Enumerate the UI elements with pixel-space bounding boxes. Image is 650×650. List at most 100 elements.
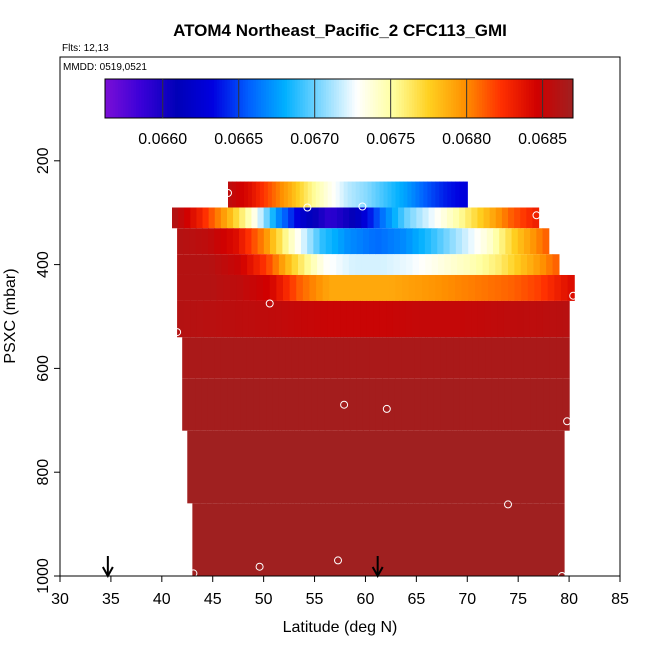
heatmap-cell-2-19	[294, 228, 302, 255]
heatmap-cell-1-46	[453, 207, 460, 229]
heatmap-cell-0-35	[367, 181, 373, 208]
heatmap-cell-0-22	[315, 181, 321, 208]
heatmap-cell-2-23	[319, 228, 327, 255]
colorbar-swatch-19	[154, 79, 158, 118]
colorbar-swatch-99	[362, 79, 366, 118]
heatmap-cell-7-31	[382, 378, 390, 431]
sample-point-1	[224, 189, 232, 197]
heatmap-cell-1-39	[410, 207, 417, 229]
colorbar-swatch-147	[487, 79, 491, 118]
heatmap-cell-3-32	[380, 254, 388, 275]
heatmap-cell-6-9	[240, 337, 248, 379]
heatmap-cell-7-23	[330, 378, 338, 431]
heatmap-cell-7-2	[195, 378, 203, 431]
heatmap-cell-5-36	[412, 300, 420, 338]
colorbar-swatch-65	[274, 79, 278, 118]
colorbar-swatch-176	[562, 79, 566, 118]
colorbar-swatch-85	[326, 79, 330, 118]
colorbar-swatch-145	[482, 79, 486, 118]
colorbar-swatch-178	[567, 79, 571, 118]
heatmap-cell-8-25	[344, 430, 352, 504]
heatmap-cell-3-26	[342, 254, 350, 275]
colorbar-swatch-155	[508, 79, 512, 118]
heatmap-cell-8-37	[419, 430, 427, 504]
heatmap-cell-9-36	[415, 503, 423, 576]
colorbar-swatch-81	[315, 79, 319, 118]
heatmap-cell-2-28	[350, 228, 358, 255]
colorbar-swatch-87	[331, 79, 335, 118]
heatmap-cell-3-29	[361, 254, 369, 275]
heatmap-cell-3-27	[348, 254, 356, 275]
colorbar-swatch-161	[523, 79, 527, 118]
heatmap-cell-9-58	[551, 503, 559, 576]
heatmap-cell-9-34	[402, 503, 410, 576]
heatmap-cell-7-36	[414, 378, 422, 431]
x-tick-label-5: 55	[306, 591, 324, 608]
heatmap-cell-5-54	[529, 300, 538, 338]
heatmap-cell-0-17	[295, 181, 301, 208]
colorbar-swatch-113	[398, 79, 402, 118]
heatmap-cell-1-26	[330, 207, 338, 229]
heatmap-cell-9-53	[520, 503, 528, 576]
heatmap-cell-6-27	[356, 337, 364, 379]
sample-point-2	[166, 191, 174, 200]
sample-point-9	[340, 400, 349, 409]
heatmap-cell-3-11	[247, 254, 255, 275]
heatmap-cell-6-11	[253, 337, 261, 379]
heatmap-cell-6-58	[556, 337, 564, 379]
heatmap-cell-1-13	[251, 207, 259, 229]
heatmap-cell-3-13	[259, 254, 267, 275]
colorbar-swatch-103	[372, 79, 376, 118]
heatmap-cell-7-41	[446, 378, 454, 431]
heatmap-cell-6-41	[446, 337, 454, 379]
heatmap-cell-0-40	[387, 181, 393, 208]
heatmap-cell-1-9	[226, 207, 234, 229]
heatmap-cell-7-3	[201, 378, 209, 431]
heatmap-cell-9-59	[557, 503, 565, 576]
heatmap-cell-2-16	[276, 228, 283, 255]
colorbar-swatch-21	[159, 79, 163, 118]
heatmap-cell-5-17	[288, 300, 296, 338]
heatmap-cell-2-44	[449, 228, 457, 255]
heatmap-cell-6-29	[369, 337, 377, 379]
heatmap-cell-5-3	[196, 300, 204, 338]
heatmap-cell-7-34	[401, 378, 409, 431]
heatmap-cell-0-7	[255, 181, 261, 208]
colorbar-swatch-123	[424, 79, 428, 118]
heatmap-cell-0-10	[267, 181, 273, 208]
colorbar-swatch-109	[388, 79, 392, 118]
heatmap-cell-7-20	[311, 378, 319, 431]
heatmap-cell-7-26	[349, 378, 357, 431]
heatmap-cell-8-22	[325, 430, 333, 504]
heatmap-cell-8-28	[363, 430, 370, 504]
heatmap-cell-1-16	[269, 207, 277, 229]
heatmap-cell-6-35	[407, 337, 415, 379]
colorbar-swatch-154	[505, 79, 509, 118]
heatmap-cell-2-31	[369, 228, 376, 255]
heatmap-cell-3-10	[240, 254, 248, 275]
heatmap-cell-6-56	[543, 337, 551, 379]
heatmap-cell-9-41	[446, 503, 454, 576]
heatmap-cell-2-47	[468, 228, 475, 255]
colorbar-swatch-143	[476, 79, 480, 118]
colorbar-swatch-153	[502, 79, 506, 118]
colorbar-swatch-49	[232, 79, 236, 118]
heatmap-cell-4-12	[256, 274, 264, 301]
heatmap-cell-4-55	[541, 274, 549, 301]
colorbar-swatch-29	[180, 79, 184, 118]
heatmap-cell-7-1	[188, 378, 196, 431]
heatmap-cell-2-38	[412, 228, 420, 255]
colorbar-swatch-167	[539, 79, 543, 118]
colorbar-tick-label-5: 0.0685	[518, 131, 567, 148]
heatmap-cell-0-11	[271, 181, 277, 208]
heatmap-cell-7-35	[407, 378, 415, 431]
sample-point-4	[358, 202, 367, 211]
heatmap-cell-8-51	[507, 430, 515, 504]
heatmap-cell-5-16	[281, 300, 289, 338]
heatmap-cell-2-33	[381, 228, 389, 255]
colorbar-swatch-54	[245, 79, 249, 118]
heatmap-cell-0-47	[415, 181, 421, 208]
heatmap-cell-3-23	[323, 254, 331, 275]
heatmap-cell-4-27	[355, 274, 363, 301]
heatmap-cell-3-17	[285, 254, 293, 275]
